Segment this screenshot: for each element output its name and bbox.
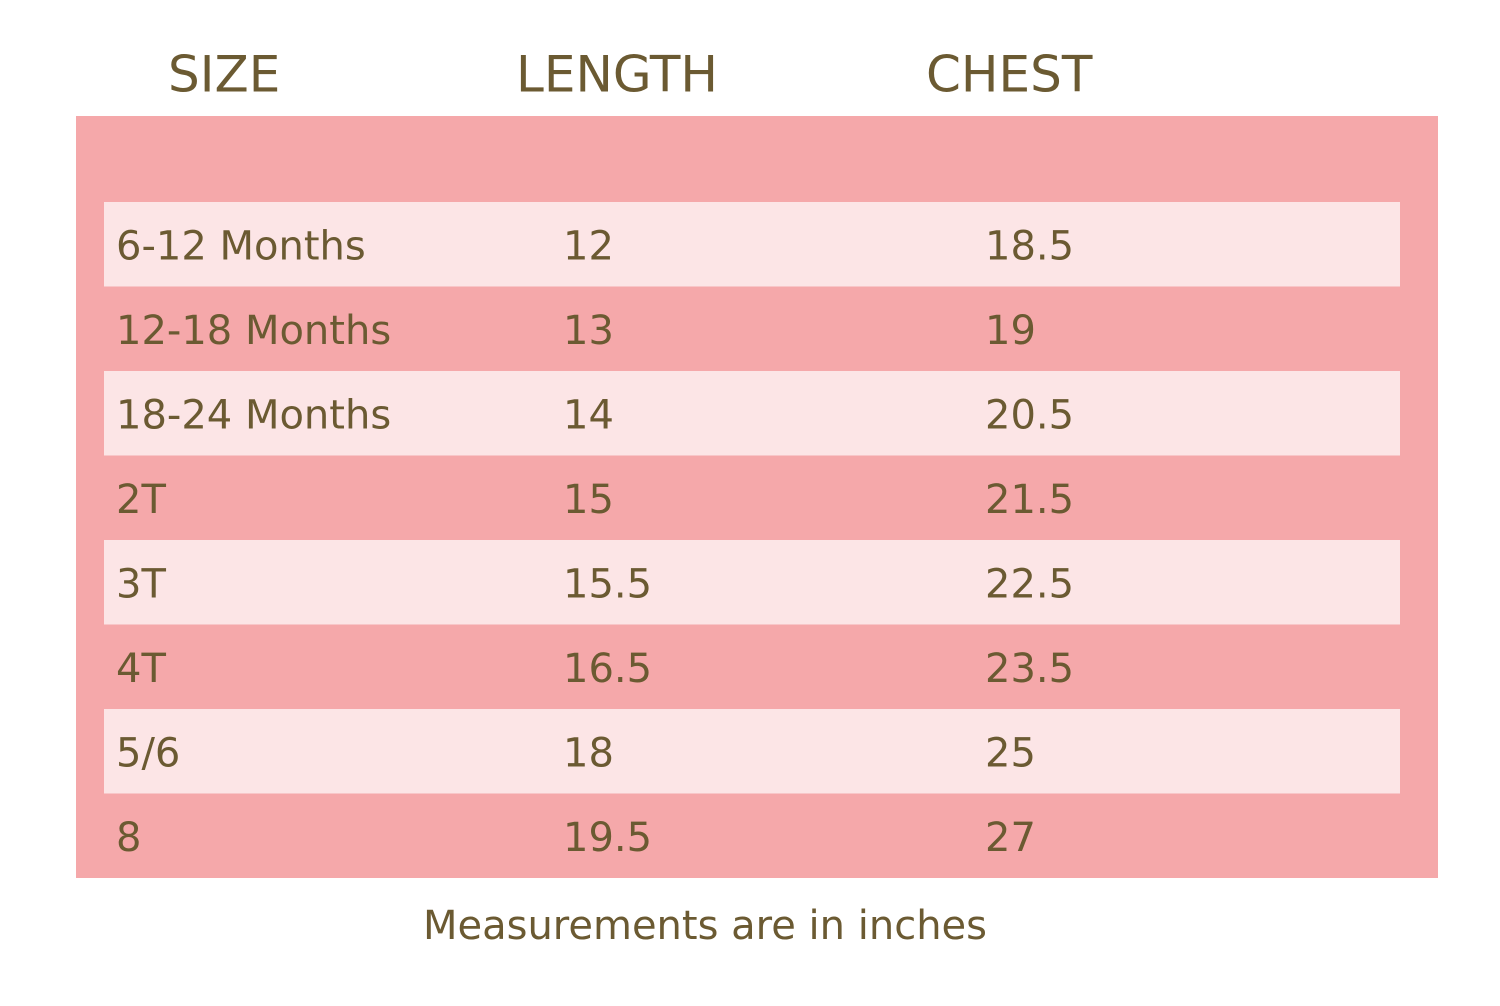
length-cell: 14 <box>563 392 614 438</box>
size-cell: 2T <box>116 477 166 523</box>
size-cell: 12-18 Months <box>116 308 391 354</box>
row-stripes <box>104 202 1400 794</box>
table-cells: 6-12 Months 12 18.5 12-18 Months 13 19 18-24 M… <box>116 223 1074 861</box>
chest-cell: 20.5 <box>985 392 1074 438</box>
size-cell: 8 <box>116 815 141 861</box>
size-cell: 3T <box>116 561 166 607</box>
size-cell: 6-12 Months <box>116 223 366 269</box>
length-cell: 13 <box>563 308 614 354</box>
chest-cell: 21.5 <box>985 477 1074 523</box>
length-cell: 19.5 <box>563 815 652 861</box>
length-cell: 12 <box>563 223 614 269</box>
chest-cell: 22.5 <box>985 561 1074 607</box>
column-header: CHEST <box>926 46 1093 104</box>
chest-cell: 25 <box>985 730 1036 776</box>
row-stripe <box>104 371 1400 456</box>
column-header: SIZE <box>168 46 280 104</box>
column-header: LENGTH <box>516 46 718 104</box>
size-cell: 18-24 Months <box>116 392 391 438</box>
chest-cell: 18.5 <box>985 223 1074 269</box>
length-cell: 16.5 <box>563 646 652 692</box>
chest-cell: 19 <box>985 308 1036 354</box>
length-cell: 18 <box>563 730 614 776</box>
length-cell: 15 <box>563 477 614 523</box>
row-stripe <box>104 709 1400 794</box>
footer-note: Measurements are in inches <box>423 903 987 949</box>
chest-cell: 27 <box>985 815 1036 861</box>
size-cell: 5/6 <box>116 730 180 776</box>
length-cell: 15.5 <box>563 561 652 607</box>
row-stripe <box>104 202 1400 287</box>
row-stripe <box>104 540 1400 625</box>
size-cell: 4T <box>116 646 166 692</box>
chest-cell: 23.5 <box>985 646 1074 692</box>
